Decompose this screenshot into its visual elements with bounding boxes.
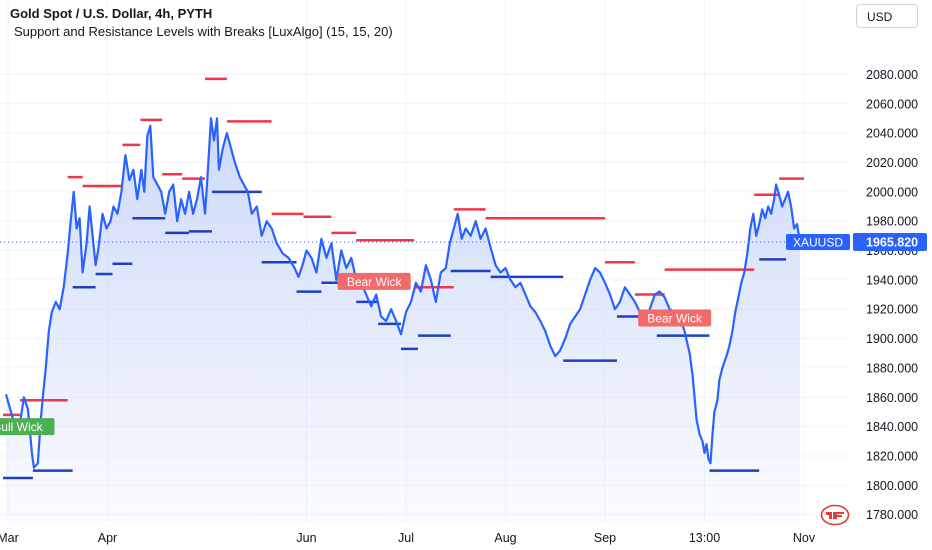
x-tick-label: 13:00 — [689, 531, 720, 545]
y-tick-label: 1940.000 — [866, 273, 918, 287]
wick-label-box — [638, 309, 712, 327]
y-tick-label: 2080.000 — [866, 68, 918, 82]
price-axis-panel[interactable] — [852, 0, 932, 550]
y-tick-label: 2000.000 — [866, 185, 918, 199]
time-axis-panel[interactable] — [0, 522, 852, 550]
y-tick-label: 1900.000 — [866, 332, 918, 346]
wick-label-text: Bear Wick — [347, 275, 403, 289]
symbol-tag-text: XAUUSD — [793, 235, 843, 249]
price-area — [6, 118, 800, 522]
y-tick-label: 1880.000 — [866, 361, 918, 375]
x-tick-label: Aug — [494, 531, 516, 545]
symbol-tag-box — [786, 233, 850, 250]
wick-label-box — [337, 272, 411, 290]
y-tick-label: 1800.000 — [866, 479, 918, 493]
y-tick-label: 1860.000 — [866, 391, 918, 405]
y-tick-label: 2040.000 — [866, 127, 918, 141]
y-tick-label: 1980.000 — [866, 215, 918, 229]
currency-button[interactable]: USD — [856, 4, 918, 28]
x-tick-label: Apr — [98, 531, 117, 545]
x-tick-label: Nov — [793, 531, 816, 545]
y-tick-label: 2020.000 — [866, 156, 918, 170]
tradingview-logo-icon[interactable] — [820, 504, 850, 526]
wick-label-text: Bull Wick — [0, 420, 44, 434]
wick-label-box — [0, 418, 55, 436]
y-tick-label: 1780.000 — [866, 508, 918, 522]
y-tick-label: 1820.000 — [866, 449, 918, 463]
chart-title: Gold Spot / U.S. Dollar, 4h, PYTH — [10, 6, 213, 21]
indicator-legend[interactable]: Support and Resistance Levels with Break… — [14, 24, 393, 39]
x-tick-label: Jul — [398, 531, 414, 545]
x-tick-label: Jun — [296, 531, 316, 545]
x-tick-label: Mar — [0, 531, 19, 545]
wick-label-text: Bear Wick — [647, 312, 703, 326]
current-price-box — [853, 232, 927, 251]
current-price-label: 1965.820 — [866, 235, 918, 249]
price-line — [4, 117, 802, 469]
x-tick-label: Sep — [594, 531, 616, 545]
y-tick-label: 1920.000 — [866, 303, 918, 317]
y-tick-label: 2060.000 — [866, 97, 918, 111]
y-tick-label: 1840.000 — [866, 420, 918, 434]
plot-area[interactable] — [3, 77, 804, 522]
